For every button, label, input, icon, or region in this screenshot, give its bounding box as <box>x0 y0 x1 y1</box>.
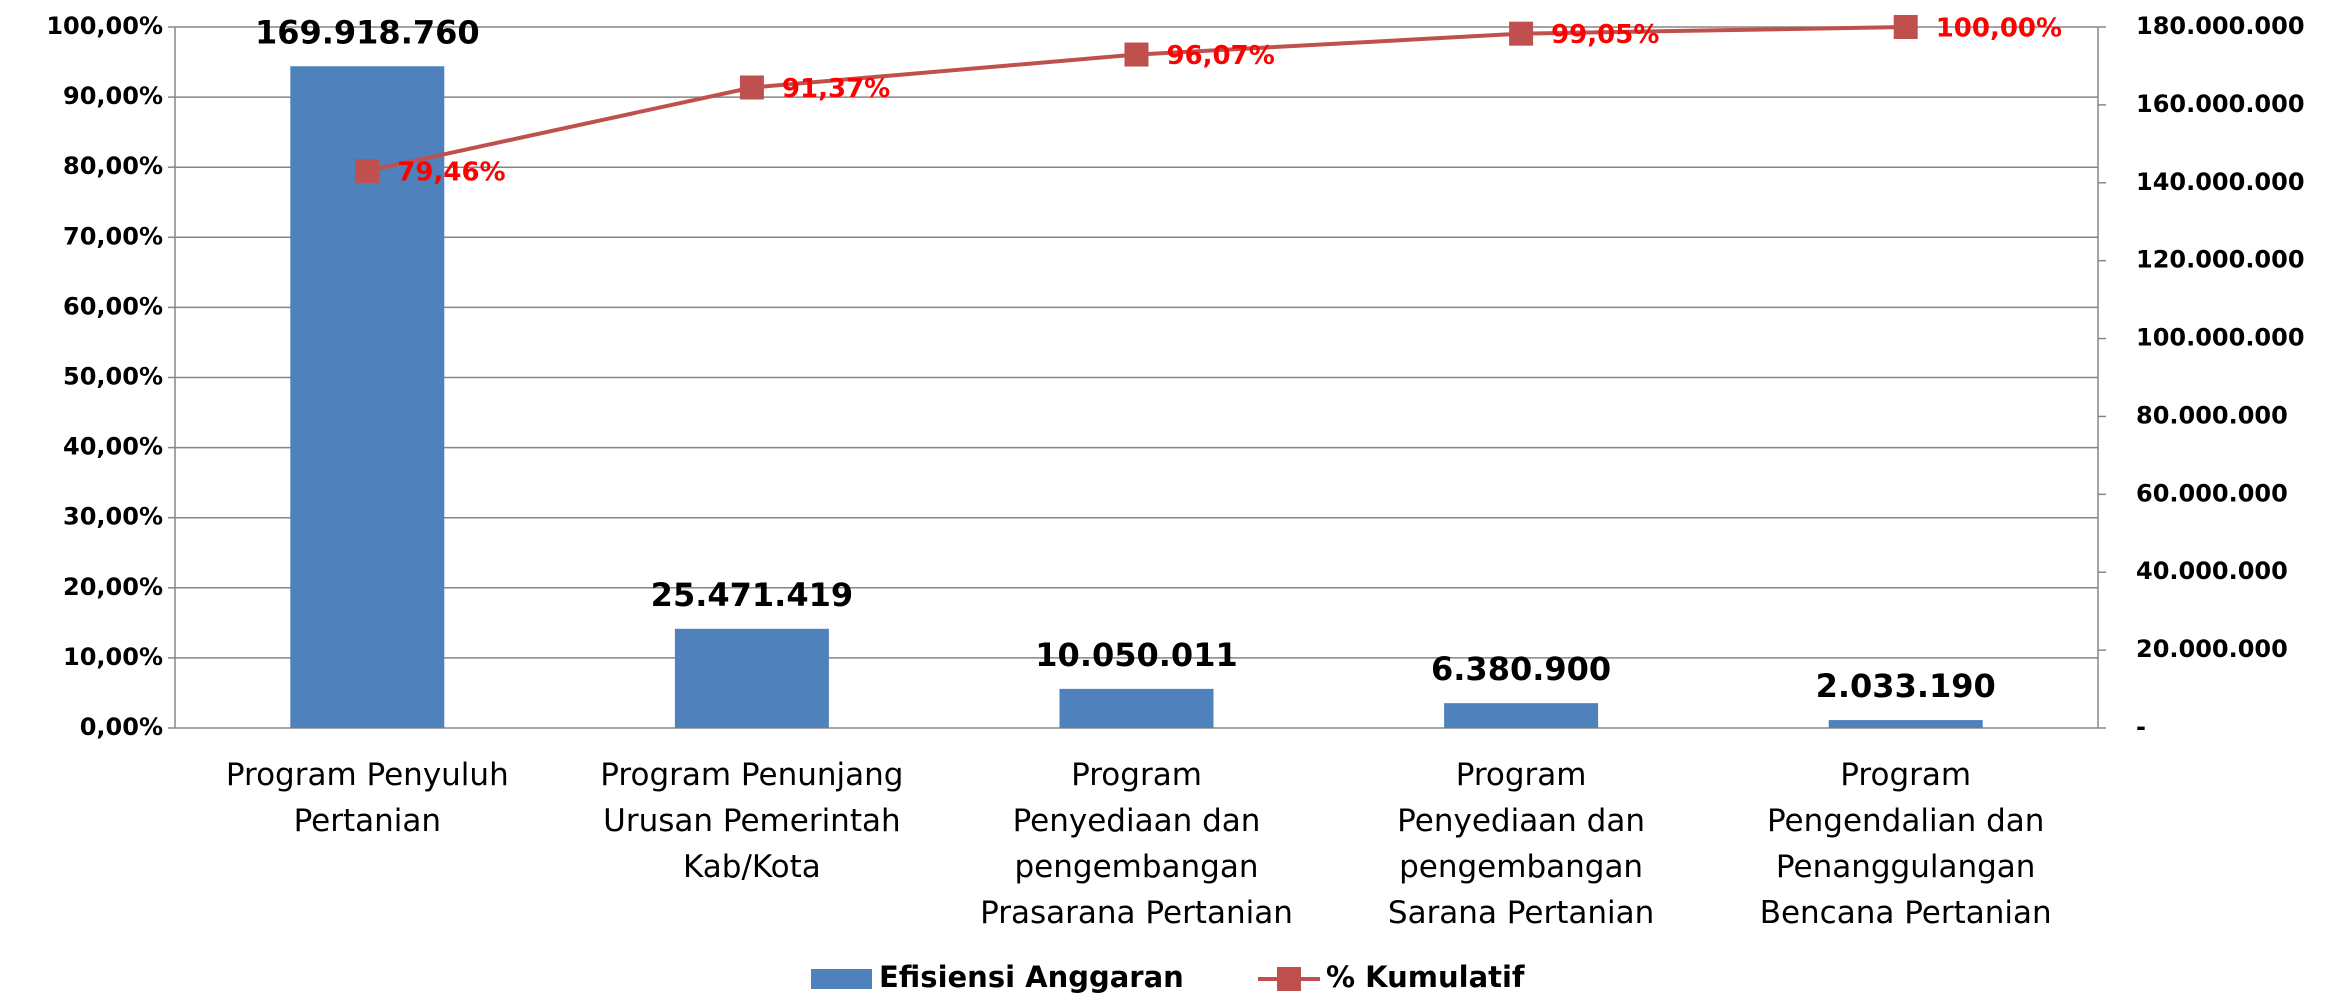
legend-label: % Kumulatif <box>1326 960 1525 993</box>
y-tick-label: 20,00% <box>63 573 163 601</box>
bar-value-label: 6.380.900 <box>1431 650 1611 688</box>
bar-value-label: 10.050.011 <box>1035 636 1237 674</box>
line-marker <box>1124 42 1149 67</box>
y2-tick-label: 40.000.000 <box>2136 557 2288 585</box>
line-marker <box>355 158 380 183</box>
bar-value-label: 2.033.190 <box>1816 667 1996 705</box>
y-tick-label: 80,00% <box>63 152 163 180</box>
bar <box>1059 688 1214 728</box>
line-value-label: 99,05% <box>1551 20 1659 50</box>
bar-value-label: 169.918.760 <box>255 13 480 51</box>
y2-tick-label: 100.000.000 <box>2136 324 2305 352</box>
y2-tick-label: 160.000.000 <box>2136 90 2305 118</box>
bar <box>674 628 829 728</box>
line-value-label: 79,46% <box>397 157 505 187</box>
y2-tick-label: - <box>2136 713 2146 741</box>
y2-tick-label: 180.000.000 <box>2136 12 2305 40</box>
line-marker <box>739 75 764 100</box>
y-tick-label: 50,00% <box>63 363 163 391</box>
bar-value-label: 25.471.419 <box>651 576 853 614</box>
x-tick-label: Program Penyuluh Pertanian <box>225 757 509 839</box>
x-tick-label: Program Penyediaan dan pengembangan Pras… <box>980 757 1293 931</box>
line-value-label: 96,07% <box>1167 41 1275 71</box>
bar <box>1444 703 1599 728</box>
y-tick-label: 100,00% <box>46 12 163 40</box>
line-value-label: 91,37% <box>782 74 890 104</box>
y2-tick-label: 20.000.000 <box>2136 635 2288 663</box>
y2-tick-label: 80.000.000 <box>2136 401 2288 429</box>
x-tick-label: Program Penunjang Urusan Pemerintah Kab/… <box>600 757 904 885</box>
y2-tick-label: 120.000.000 <box>2136 246 2305 274</box>
x-tick-label: Program Pengendalian dan Penanggulangan … <box>1759 757 2052 931</box>
line-marker <box>1509 21 1534 46</box>
line-value-label: 100,00% <box>1936 14 2062 44</box>
x-tick-label: Program Penyediaan dan pengembangan Sara… <box>1387 757 1655 931</box>
bar <box>1828 720 1983 728</box>
legend-swatch <box>811 969 872 989</box>
line-marker <box>1893 15 1918 39</box>
y-tick-label: 90,00% <box>63 82 163 110</box>
legend-swatch <box>1277 967 1301 991</box>
y-tick-label: 0,00% <box>80 713 163 741</box>
y-tick-label: 30,00% <box>63 503 163 531</box>
y-tick-label: 70,00% <box>63 222 163 250</box>
y2-tick-label: 60.000.000 <box>2136 479 2288 507</box>
y-tick-label: 40,00% <box>63 433 163 461</box>
y-tick-label: 10,00% <box>63 643 163 671</box>
y2-tick-label: 140.000.000 <box>2136 168 2305 196</box>
legend-label: Efisiensi Anggaran <box>879 960 1184 993</box>
y-tick-label: 60,00% <box>63 292 163 320</box>
